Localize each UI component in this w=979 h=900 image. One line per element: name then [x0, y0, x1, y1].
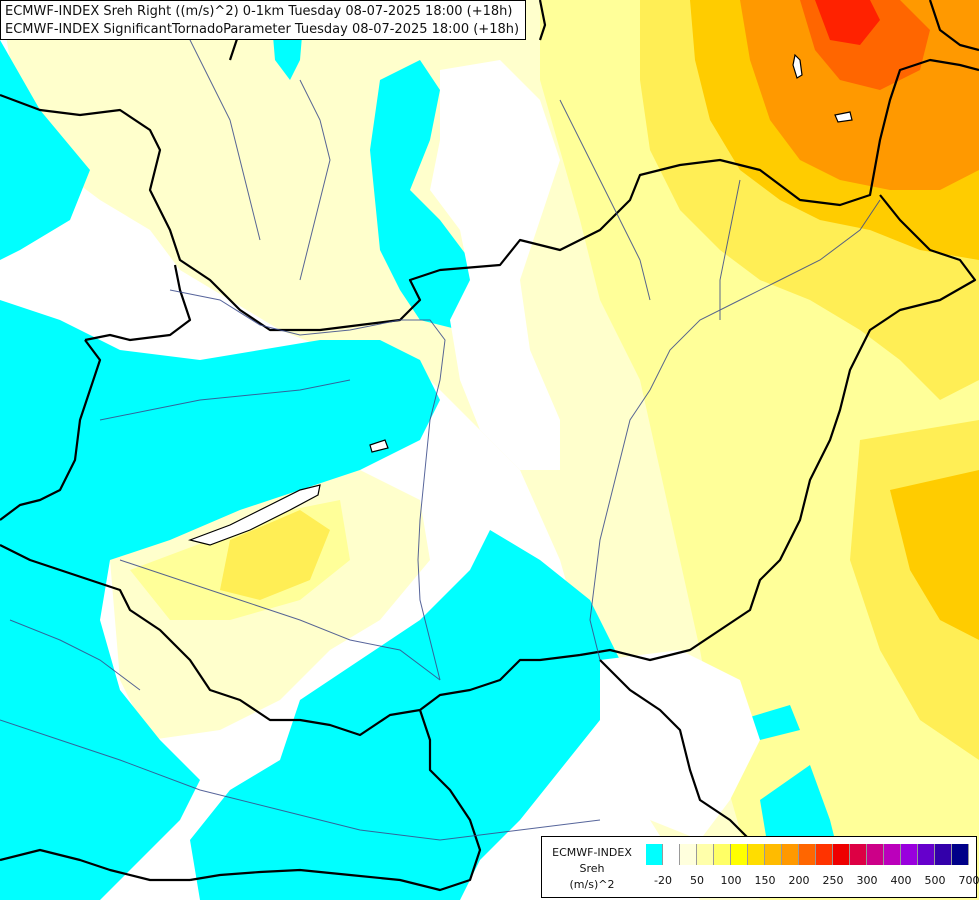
- border-top-center: [538, 0, 547, 41]
- red-core: [815, 0, 880, 45]
- legend-swatch: [918, 844, 935, 865]
- rivers: [0, 0, 881, 841]
- legend-tick-label: 50: [690, 874, 704, 887]
- map-title-box: ECMWF-INDEX Sreh Right ((m/s)^2) 0-1km T…: [0, 0, 526, 40]
- river-sava: [0, 719, 601, 841]
- river-east-1: [719, 179, 741, 320]
- lake-small-1: [369, 439, 389, 453]
- cyan-region-small-3: [10, 425, 65, 465]
- yellow-region-southwest: [220, 510, 330, 600]
- legend-swatch: [952, 844, 969, 865]
- map-title-line-1: ECMWF-INDEX Sreh Right ((m/s)^2) 0-1km T…: [5, 4, 513, 19]
- legend-swatch: [714, 844, 731, 865]
- cyan-region-west-large: [0, 300, 440, 900]
- border-top-right: [928, 0, 979, 52]
- lake-small-2: [834, 111, 853, 123]
- legend-swatch: [697, 844, 714, 865]
- legend-tick-label: 700: [958, 874, 979, 887]
- border-north: [0, 58, 979, 332]
- border-hungary-east: [579, 194, 977, 662]
- river-north-2: [299, 79, 331, 281]
- legend-label-variable: Sreh: [579, 862, 605, 875]
- legend-tick-label: 200: [788, 874, 810, 887]
- legend-swatch: [799, 844, 816, 865]
- legend-swatch: [850, 844, 867, 865]
- legend-swatch: [782, 844, 799, 865]
- legend-swatch: [646, 844, 663, 865]
- legend-swatch: [748, 844, 765, 865]
- legend-swatch: [663, 844, 680, 865]
- legend-swatch: [901, 844, 918, 865]
- legend-tick-label: 150: [754, 874, 776, 887]
- river-raba: [99, 379, 351, 421]
- border-west: [84, 264, 192, 342]
- lakes: [187, 53, 853, 546]
- legend-tick-label: -20: [654, 874, 672, 887]
- border-serbia: [599, 659, 751, 841]
- legend-swatch: [680, 844, 697, 865]
- legend-tick-label: 400: [890, 874, 912, 887]
- border-south: [0, 544, 581, 737]
- lake-balaton: [187, 484, 321, 546]
- river-danube: [169, 289, 446, 681]
- lake-small-3: [792, 53, 803, 79]
- legend-tick-label: 300: [856, 874, 878, 887]
- legend-swatch: [833, 844, 850, 865]
- legend-tick-label: 100: [720, 874, 742, 887]
- legend-swatch: [816, 844, 833, 865]
- border-bottom-left: [0, 848, 190, 882]
- legend-tick-label: 500: [924, 874, 946, 887]
- cyan-region-south: [190, 530, 620, 900]
- legend-swatch: [731, 844, 748, 865]
- river-southwest-1: [9, 619, 141, 691]
- legend-tick-labels: -20 50 100 150 200 250 300 400 500 700: [646, 874, 979, 890]
- legend-tick-label: 250: [822, 874, 844, 887]
- legend-swatch: [765, 844, 782, 865]
- map-title-line-2: ECMWF-INDEX SignificantTornadoParameter …: [5, 22, 520, 37]
- legend-swatch: [935, 844, 952, 865]
- legend-label-model: ECMWF-INDEX: [552, 846, 632, 859]
- color-legend: ECMWF-INDEX Sreh (m/s)^2 -20 50 100 150 200 2…: [541, 836, 979, 898]
- river-tisza: [589, 199, 881, 661]
- legend-color-scale: [646, 844, 969, 865]
- legend-swatch: [867, 844, 884, 865]
- legend-swatch: [884, 844, 901, 865]
- river-north-1: [179, 0, 261, 241]
- legend-label-unit: (m/s)^2: [569, 878, 615, 891]
- gold-region-east: [890, 470, 979, 640]
- border-croatia: [189, 709, 482, 892]
- river-north-3: [559, 99, 651, 301]
- river-drava: [119, 559, 441, 681]
- border-southwest: [0, 339, 102, 521]
- cyan-region-center-north: [370, 60, 480, 330]
- cyan-region-west: [0, 40, 90, 260]
